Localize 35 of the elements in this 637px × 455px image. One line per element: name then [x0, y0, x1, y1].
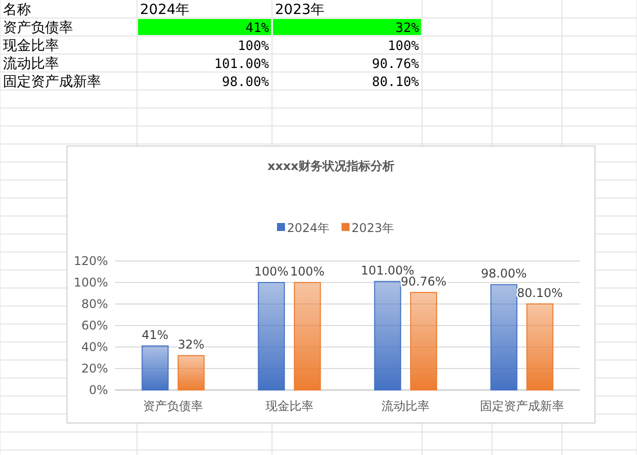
data-label: 100% [254, 264, 289, 278]
y-tick-label: 0% [88, 383, 108, 397]
text: 2023年 [275, 2, 325, 18]
data-label: 32% [178, 338, 204, 352]
x-tick-label: 固定资产成新率 [480, 399, 564, 413]
text: 100% [388, 39, 419, 54]
y-tick-label: 100% [74, 276, 108, 290]
x-tick-label: 现金比率 [265, 399, 314, 413]
x-tick-label: 资产负债率 [143, 399, 204, 413]
text: 32% [396, 21, 419, 36]
data-label: 100% [290, 264, 325, 278]
legend-label: 2024年 [287, 221, 330, 235]
y-tick-label: 20% [81, 362, 108, 376]
category-label: 流动比率 [3, 56, 59, 72]
y-tick-label: 60% [81, 318, 108, 332]
y-tick-label: 120% [74, 254, 108, 268]
data-label: 41% [142, 328, 168, 342]
y-tick-label: 80% [81, 297, 108, 311]
text: 2024年 [140, 2, 190, 18]
text: 41% [246, 21, 269, 36]
text: 80.10% [372, 75, 419, 90]
y-tick-label: 40% [81, 340, 108, 354]
text: 100% [238, 39, 269, 54]
text: 98.00% [222, 75, 269, 90]
text: 90.76% [372, 57, 419, 72]
legend-label: 2023年 [352, 221, 394, 235]
x-tick-label: 流动比率 [382, 399, 430, 413]
category-label: 固定资产成新率 [3, 74, 101, 90]
text: 名称 [3, 2, 31, 18]
data-label: 98.00% [480, 266, 527, 281]
category-label: 资产负债率 [3, 20, 73, 36]
text: 101.00% [214, 57, 269, 72]
chart-title: xxxx财务状况指标分析 [268, 159, 394, 173]
category-label: 现金比率 [3, 38, 59, 54]
data-label: 80.10% [516, 286, 563, 300]
